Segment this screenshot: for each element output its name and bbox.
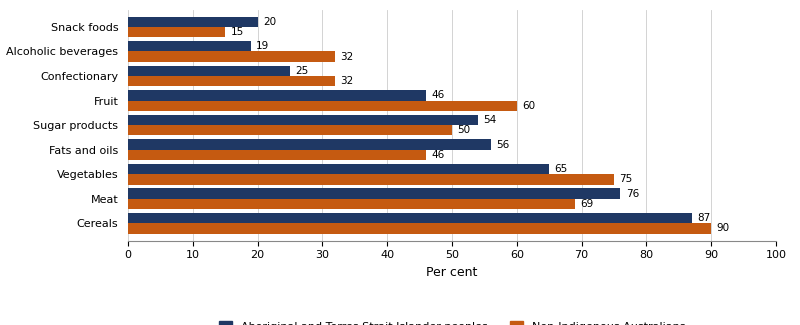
- Text: 69: 69: [580, 199, 594, 209]
- Text: 20: 20: [262, 17, 276, 27]
- Bar: [128, 115, 478, 125]
- Text: 32: 32: [341, 76, 354, 86]
- Bar: [128, 150, 426, 160]
- Bar: [128, 213, 692, 223]
- Bar: [128, 199, 575, 209]
- Bar: [128, 188, 621, 199]
- Bar: [128, 164, 550, 174]
- Bar: [128, 41, 251, 51]
- Bar: [128, 27, 226, 37]
- Bar: [128, 76, 335, 86]
- Text: 46: 46: [431, 150, 445, 160]
- Text: 90: 90: [716, 224, 730, 233]
- Text: 25: 25: [295, 66, 309, 76]
- Text: 32: 32: [341, 52, 354, 62]
- Bar: [128, 139, 491, 150]
- Bar: [128, 51, 335, 62]
- Bar: [128, 66, 290, 76]
- Text: 50: 50: [457, 125, 470, 135]
- Text: 46: 46: [431, 90, 445, 100]
- Text: 87: 87: [697, 213, 710, 223]
- Text: 76: 76: [626, 188, 639, 199]
- Legend: Aboriginal and Torres Strait Islander peoples, Non-Indigenous Australians: Aboriginal and Torres Strait Islander pe…: [218, 321, 686, 325]
- Bar: [128, 90, 426, 100]
- Text: 56: 56: [496, 139, 510, 150]
- Bar: [128, 100, 517, 111]
- Bar: [128, 125, 452, 136]
- Bar: [128, 223, 711, 234]
- X-axis label: Per cent: Per cent: [426, 266, 478, 279]
- Text: 19: 19: [256, 41, 270, 51]
- Text: 15: 15: [230, 27, 244, 37]
- Text: 65: 65: [554, 164, 568, 174]
- Text: 54: 54: [483, 115, 496, 125]
- Text: 75: 75: [619, 175, 633, 184]
- Text: 60: 60: [522, 101, 535, 111]
- Bar: [128, 17, 258, 27]
- Bar: [128, 174, 614, 185]
